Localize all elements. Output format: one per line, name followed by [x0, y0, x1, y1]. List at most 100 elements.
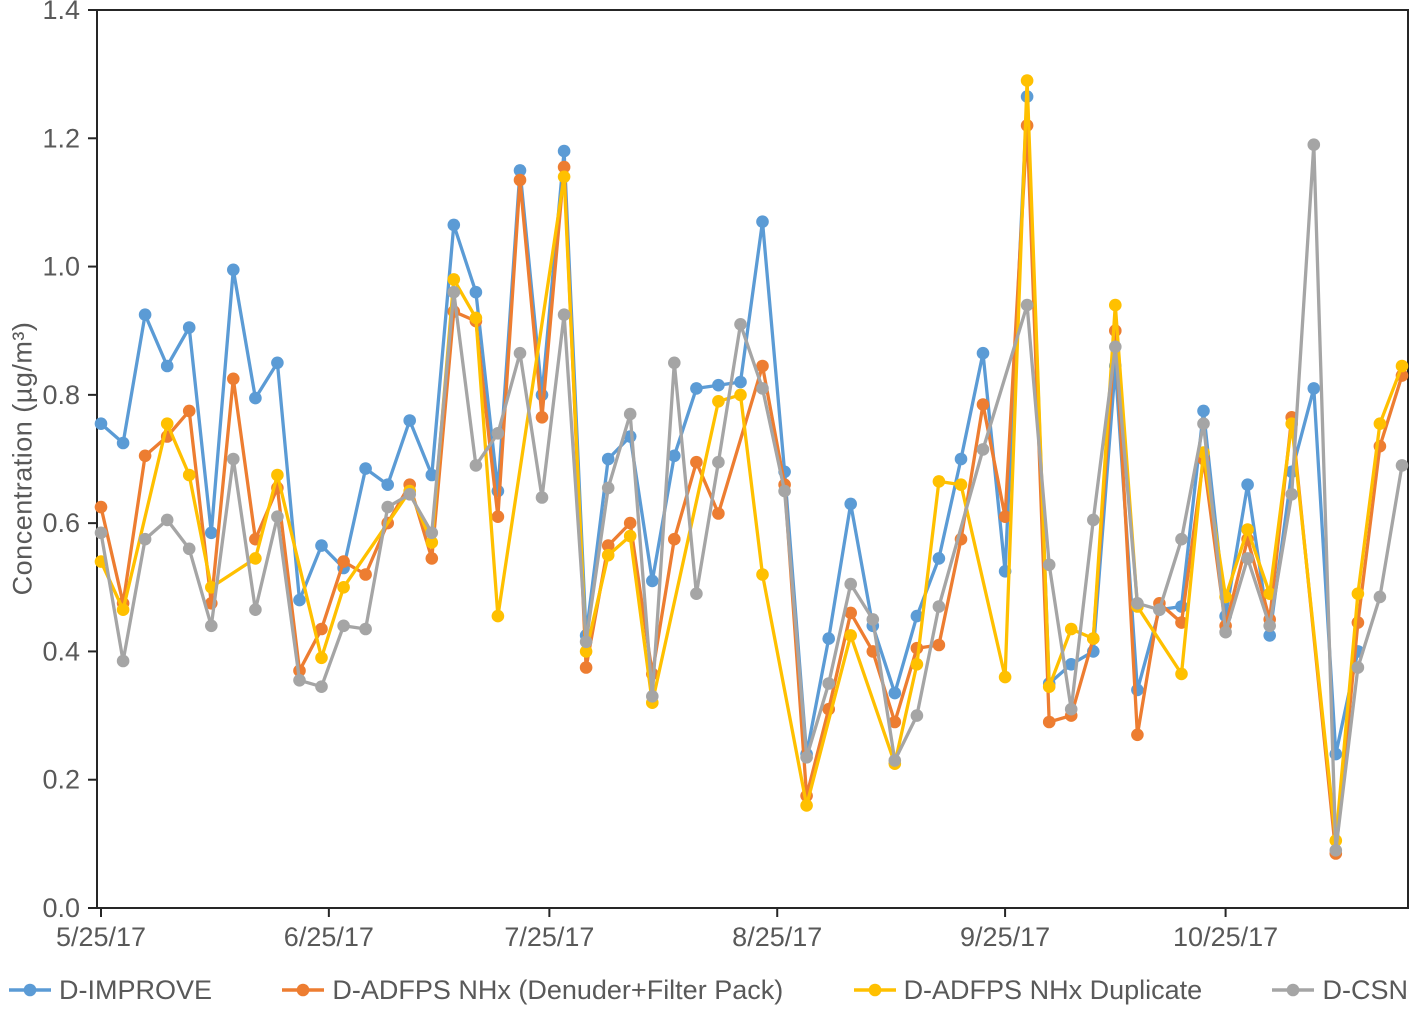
y-tick-label: 0.8	[42, 380, 80, 410]
data-point-series-1	[315, 539, 328, 552]
data-point-series-2	[94, 500, 108, 514]
data-point-series-4	[535, 491, 549, 504]
data-point-series-4	[116, 654, 130, 668]
data-point-series-1	[1131, 683, 1144, 697]
data-point-series-3	[756, 568, 769, 581]
data-point-series-4	[249, 603, 262, 616]
legend-item-d-adfps-nhx-duplicate: D-ADFPS NHx Duplicate	[853, 975, 1202, 1006]
data-point-series-4	[182, 542, 196, 556]
data-point-series-4	[1263, 619, 1276, 633]
legend-item-d-improve: D-IMPROVE	[8, 975, 212, 1006]
data-point-series-1	[557, 144, 571, 158]
data-point-series-4	[888, 754, 902, 767]
data-point-series-4	[425, 526, 439, 540]
y-tick-label: 1.4	[42, 0, 80, 25]
data-point-series-1	[182, 321, 196, 334]
data-point-series-4	[623, 407, 637, 421]
data-point-series-3	[623, 529, 637, 543]
y-axis-title: Concentration (µg/m³)	[7, 321, 38, 596]
data-point-series-2	[998, 510, 1012, 523]
data-point-series-3	[1042, 680, 1056, 693]
data-point-series-2	[844, 606, 857, 620]
y-tick-label: 1.0	[42, 252, 80, 282]
data-point-series-4	[778, 484, 791, 498]
data-point-series-4	[1087, 513, 1100, 527]
data-point-series-2	[227, 372, 240, 386]
data-point-series-1	[822, 632, 835, 645]
data-point-series-4	[469, 459, 483, 472]
data-point-series-1	[668, 449, 681, 463]
data-point-series-3	[447, 273, 461, 286]
data-point-series-4	[381, 500, 395, 514]
data-point-series-1	[513, 164, 527, 177]
data-point-series-3	[337, 581, 350, 594]
x-tick-label: 7/25/17	[504, 922, 594, 952]
legend-label: D-ADFPS NHx (Denuder+Filter Pack)	[332, 974, 784, 1005]
data-point-series-1	[954, 452, 968, 466]
x-tick-label: 10/25/17	[1173, 922, 1278, 952]
data-point-series-3	[160, 417, 174, 431]
data-point-series-3	[1351, 587, 1365, 600]
data-point-series-3	[1241, 523, 1254, 536]
legend-line-marker-icon	[1272, 983, 1315, 997]
x-tick-label: 5/25/17	[56, 922, 146, 952]
data-point-series-1	[138, 308, 152, 322]
data-point-series-2	[1042, 715, 1056, 729]
data-point-series-4	[822, 677, 835, 690]
data-point-series-2	[1131, 728, 1144, 742]
data-point-series-4	[601, 481, 615, 495]
data-point-series-1	[160, 359, 174, 373]
data-point-series-3	[182, 468, 196, 482]
data-point-series-3	[425, 536, 439, 549]
data-point-series-2	[888, 715, 902, 729]
data-point-series-1	[116, 436, 130, 450]
data-point-series-4	[337, 619, 350, 633]
data-point-series-3	[998, 670, 1012, 684]
data-point-series-3	[116, 603, 130, 616]
data-point-series-2	[182, 404, 196, 418]
data-point-series-2	[712, 507, 725, 520]
data-point-series-4	[447, 285, 461, 299]
plot-border	[96, 9, 1409, 909]
data-point-series-4	[359, 622, 372, 636]
data-point-series-3	[1395, 359, 1409, 373]
data-point-series-3	[579, 645, 593, 658]
data-point-series-3	[557, 170, 571, 184]
data-point-series-4	[513, 346, 527, 360]
data-point-series-4	[1042, 558, 1056, 572]
data-point-series-4	[690, 587, 703, 600]
data-point-series-4	[1064, 702, 1078, 716]
data-point-series-4	[205, 619, 218, 633]
data-point-series-2	[491, 510, 505, 523]
data-point-series-1	[447, 218, 461, 232]
data-point-series-2	[513, 173, 527, 187]
legend-line-marker-icon	[9, 983, 51, 997]
data-point-series-4	[1307, 138, 1321, 151]
data-point-series-3	[1109, 298, 1122, 312]
data-point-series-4	[271, 510, 284, 523]
data-point-series-3	[601, 548, 615, 562]
data-point-series-3	[910, 658, 924, 671]
data-point-series-4	[1241, 552, 1254, 565]
data-point-series-1	[888, 686, 902, 700]
data-point-series-1	[756, 215, 769, 228]
data-point-series-4	[712, 455, 725, 469]
x-tick-label: 6/25/17	[284, 922, 374, 952]
data-point-series-2	[425, 552, 439, 565]
data-point-series-4	[160, 513, 174, 527]
data-point-series-3	[800, 799, 813, 812]
data-point-series-3	[932, 475, 946, 488]
data-point-series-2	[535, 411, 549, 424]
data-point-series-4	[734, 318, 747, 331]
data-point-series-4	[910, 709, 924, 722]
data-point-series-3	[1263, 587, 1276, 600]
data-point-series-2	[601, 539, 615, 552]
data-point-series-1	[1263, 629, 1276, 642]
data-point-series-3	[734, 388, 747, 402]
data-point-series-3	[249, 552, 262, 565]
data-point-series-4	[1351, 661, 1365, 674]
data-point-series-1	[932, 552, 946, 565]
series-line-2	[99, 123, 1404, 856]
